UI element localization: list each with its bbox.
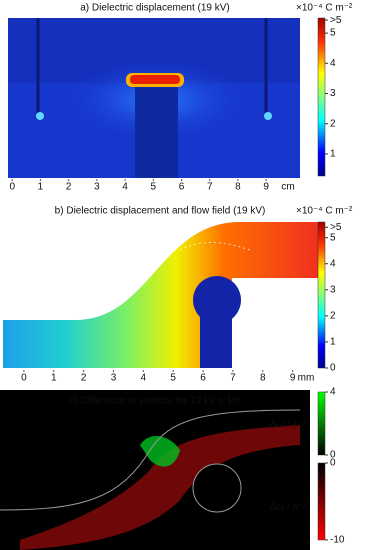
x-tick-label: 3 — [94, 182, 100, 193]
colorbar — [317, 462, 326, 541]
colorbar-tick-label: 2 — [330, 310, 336, 321]
x-tick-label: 0 — [21, 373, 27, 384]
x-tick-label: 1 — [38, 182, 44, 193]
x-tick-label: 6 — [179, 182, 185, 193]
x-tick-label: 9 — [290, 373, 296, 384]
x-tick-label: 2 — [66, 182, 72, 193]
x-tick-label: 9 — [263, 182, 269, 193]
x-tick-label: 2 — [81, 373, 87, 384]
colorbar-tick-label: -10 — [330, 535, 345, 546]
colorbar-label: Δω̄ / s⁻¹ — [270, 420, 307, 431]
colorbar-tick-label: 5 — [330, 28, 336, 39]
x-tick-label: 0 — [9, 182, 15, 193]
colorbar-tick-label: 1 — [330, 149, 336, 160]
x-tick-label: 5 — [170, 373, 176, 384]
colorbar-tick-label: 4 — [330, 387, 336, 398]
panel-title: a) Dielectric displacement (19 kV) — [80, 3, 230, 14]
colorbar-tick-label: 4 — [330, 58, 336, 69]
colorbar-tick-label: 0 — [330, 363, 336, 374]
x-tick-label: 3 — [111, 373, 117, 384]
colorbar-label: ×10⁻⁴ C m⁻² — [296, 3, 353, 14]
colorbar-tick-label: >5 — [330, 15, 342, 26]
colorbar — [317, 221, 326, 369]
colorbar-tick-label: 3 — [330, 284, 336, 295]
x-tick-label: 6 — [200, 373, 206, 384]
colorbar-tick-label: 3 — [330, 88, 336, 99]
x-tick-label: 8 — [260, 373, 266, 384]
colorbar — [317, 17, 326, 177]
colorbar-label: Δω̄ / s⁻¹ — [270, 502, 307, 513]
colorbar-tick-label: 4 — [330, 258, 336, 269]
colorbar-tick-label: 5 — [330, 232, 336, 243]
colorbar-tick-label: 2 — [330, 118, 336, 129]
field-a — [8, 18, 300, 178]
x-tick-label: 4 — [122, 182, 128, 193]
x-tick-label: 7 — [230, 373, 236, 384]
panel-title: b) Dielectric displacement and flow fiel… — [55, 206, 266, 217]
colorbar-tick-label: >5 — [330, 222, 342, 233]
field-c — [0, 390, 310, 550]
colorbar-tick-label: 1 — [330, 337, 336, 348]
colorbar — [317, 391, 326, 456]
x-tick-label: 8 — [235, 182, 241, 193]
x-tick-label: 4 — [141, 373, 147, 384]
panel-title: c) Difference in vorticity for 19 kV ± 1… — [69, 396, 241, 407]
field-b — [3, 222, 318, 368]
x-axis-label: mm — [298, 373, 315, 384]
colorbar-tick-label: 0 — [330, 450, 336, 461]
colorbar-tick-label: 0 — [330, 458, 336, 469]
x-tick-label: 7 — [207, 182, 213, 193]
colorbar-label: ×10⁻⁴ C m⁻² — [296, 206, 353, 217]
x-tick-label: 1 — [51, 373, 57, 384]
x-tick-label: 5 — [151, 182, 157, 193]
x-axis-label: cm — [281, 182, 294, 193]
